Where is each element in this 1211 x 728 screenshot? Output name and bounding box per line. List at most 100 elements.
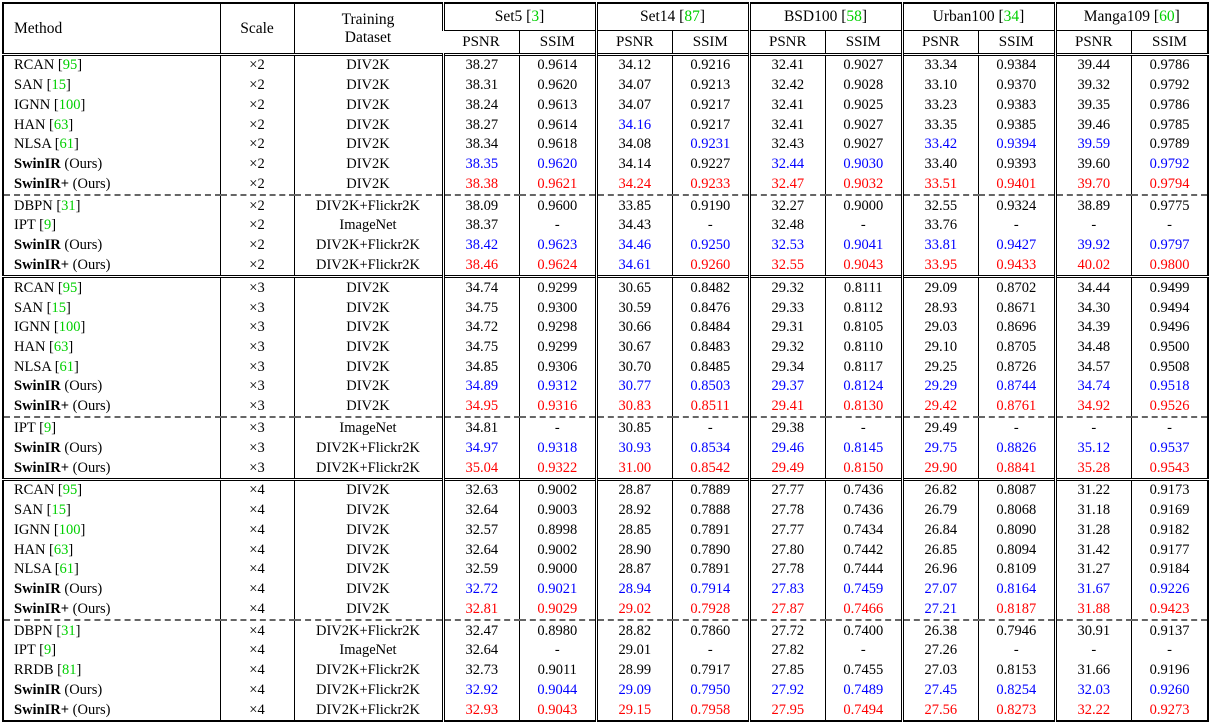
method-name: IPT bbox=[14, 217, 36, 234]
bracket: ] bbox=[80, 319, 86, 336]
citation-link[interactable]: 100 bbox=[58, 319, 81, 336]
ssim-value: 0.9526 bbox=[1131, 396, 1208, 418]
method-cell: SwinIR+ (Ours) bbox=[3, 174, 220, 195]
psnr-value: 39.60 bbox=[1053, 154, 1132, 175]
citation-link[interactable]: 63 bbox=[53, 116, 69, 133]
citation-link[interactable]: 95 bbox=[62, 57, 78, 74]
bracket: ] bbox=[68, 338, 74, 355]
training-dataset-cell: DIV2K bbox=[293, 115, 443, 135]
psnr-value: 28.82 bbox=[594, 619, 673, 642]
psnr-value: 34.75 bbox=[441, 337, 520, 358]
ssim-value: 0.9250 bbox=[672, 235, 749, 256]
citation-link[interactable]: 87 bbox=[684, 8, 700, 25]
psnr-value: 32.93 bbox=[441, 700, 520, 721]
citation-link[interactable]: 58 bbox=[846, 8, 862, 25]
psnr-value: 26.79 bbox=[900, 500, 979, 521]
method-name: RRDB bbox=[14, 662, 54, 679]
psnr-value: 28.93 bbox=[900, 298, 979, 318]
psnr-value: 32.64 bbox=[441, 500, 520, 521]
ssim-value: 0.7946 bbox=[978, 619, 1055, 642]
bracket: ] bbox=[74, 136, 79, 153]
ssim-value: 0.7442 bbox=[825, 540, 902, 560]
bracket: [ bbox=[51, 358, 60, 375]
ssim-value: 0.8117 bbox=[825, 357, 902, 377]
citation-link[interactable]: 34 bbox=[1003, 8, 1020, 25]
psnr-value: 27.21 bbox=[900, 599, 979, 621]
psnr-value: 31.27 bbox=[1053, 560, 1132, 580]
psnr-value: 32.73 bbox=[441, 660, 520, 681]
psnr-value: 39.44 bbox=[1053, 54, 1132, 76]
psnr-value: 39.35 bbox=[1053, 95, 1132, 116]
ssim-value: 0.9044 bbox=[519, 680, 596, 701]
citation-link[interactable]: 81 bbox=[61, 662, 77, 679]
table-row: RCAN [95] ×3 DIV2K 34.74 0.9299 30.65 0.8482 29… bbox=[3, 276, 1208, 299]
citation-link[interactable]: 63 bbox=[53, 541, 69, 558]
psnr-value: 29.01 bbox=[594, 641, 673, 661]
ours-label: (Ours) bbox=[69, 600, 111, 617]
citation-link[interactable]: 61 bbox=[59, 561, 75, 578]
citation-link[interactable]: 3 bbox=[531, 8, 540, 25]
ssim-value: 0.9043 bbox=[825, 255, 902, 277]
citation-link[interactable]: 100 bbox=[58, 96, 81, 113]
citation-link[interactable]: 100 bbox=[58, 521, 81, 538]
psnr-value: - bbox=[1053, 416, 1132, 439]
citation-link[interactable]: 95 bbox=[62, 279, 78, 296]
bracket: ] bbox=[74, 358, 79, 375]
psnr-value: 39.92 bbox=[1053, 235, 1132, 256]
ssim-value: 0.9306 bbox=[519, 357, 596, 377]
psnr-value: 32.92 bbox=[441, 680, 520, 701]
citation-link[interactable]: 9 bbox=[43, 419, 52, 436]
citation-link[interactable]: 15 bbox=[51, 77, 66, 94]
citation-link[interactable]: 61 bbox=[59, 358, 75, 375]
citation-link[interactable]: 60 bbox=[1159, 8, 1175, 25]
citation-link[interactable]: 9 bbox=[43, 642, 52, 659]
psnr-value: 38.27 bbox=[441, 54, 520, 76]
dataset-name: BSD100 [ bbox=[783, 8, 847, 25]
citation-link[interactable]: 61 bbox=[59, 136, 75, 153]
psnr-value: 29.90 bbox=[900, 458, 979, 480]
ssim-value: - bbox=[825, 641, 902, 661]
citation-link[interactable]: 95 bbox=[62, 482, 78, 499]
psnr-value: 30.83 bbox=[594, 396, 673, 418]
psnr-value: 33.85 bbox=[594, 194, 673, 217]
method-name: SwinIR+ bbox=[14, 175, 70, 192]
ssim-value: 0.7928 bbox=[672, 599, 749, 621]
psnr-value: 29.31 bbox=[747, 317, 826, 338]
citation-link[interactable]: 31 bbox=[61, 622, 76, 639]
bracket: ] bbox=[65, 299, 71, 316]
training-dataset-cell: DIV2K bbox=[293, 154, 443, 175]
method-cell: SAN [15] bbox=[3, 76, 220, 96]
citation-link[interactable]: 9 bbox=[43, 217, 52, 234]
ssim-value: 0.8482 bbox=[672, 276, 749, 299]
bracket: ] bbox=[76, 662, 82, 679]
training-dataset-cell: DIV2K bbox=[293, 479, 443, 501]
psnr-value: 33.76 bbox=[900, 216, 979, 236]
method-name: IPT bbox=[14, 419, 36, 436]
training-dataset-cell: DIV2K+Flickr2K bbox=[293, 438, 443, 458]
psnr-value: 38.46 bbox=[441, 255, 520, 277]
psnr-value: 38.38 bbox=[441, 174, 520, 196]
citation-link[interactable]: 31 bbox=[61, 197, 76, 214]
bracket: ] bbox=[65, 502, 71, 519]
scale-cell: ×4 bbox=[219, 579, 294, 600]
psnr-value: 32.41 bbox=[747, 115, 826, 135]
method-name: IGNN bbox=[14, 521, 51, 538]
ssim-value: 0.9002 bbox=[519, 479, 596, 501]
citation-link[interactable]: 15 bbox=[51, 502, 66, 519]
table-row: NLSA [61] ×3 DIV2K 34.85 0.9306 30.70 0.8485 29… bbox=[3, 357, 1208, 377]
table-row: SAN [15] ×2 DIV2K 38.31 0.9620 34.07 0.9213 32.… bbox=[3, 75, 1208, 96]
bracket: ] bbox=[68, 541, 74, 558]
citation-link[interactable]: 63 bbox=[53, 338, 69, 355]
ssim-value: 0.8503 bbox=[672, 376, 749, 397]
psnr-value: 32.55 bbox=[900, 194, 979, 217]
citation-link[interactable]: 15 bbox=[51, 299, 66, 316]
scale-cell: ×2 bbox=[219, 75, 294, 96]
psnr-value: 34.46 bbox=[594, 235, 673, 256]
ssim-value: 0.7489 bbox=[825, 680, 902, 701]
bracket: [ bbox=[52, 622, 62, 639]
ssim-value: 0.7459 bbox=[825, 579, 902, 600]
ssim-value: 0.7860 bbox=[672, 619, 749, 642]
psnr-value: 27.82 bbox=[747, 641, 826, 661]
ssim-value: 0.7444 bbox=[825, 560, 902, 580]
psnr-value: 27.77 bbox=[747, 479, 826, 501]
